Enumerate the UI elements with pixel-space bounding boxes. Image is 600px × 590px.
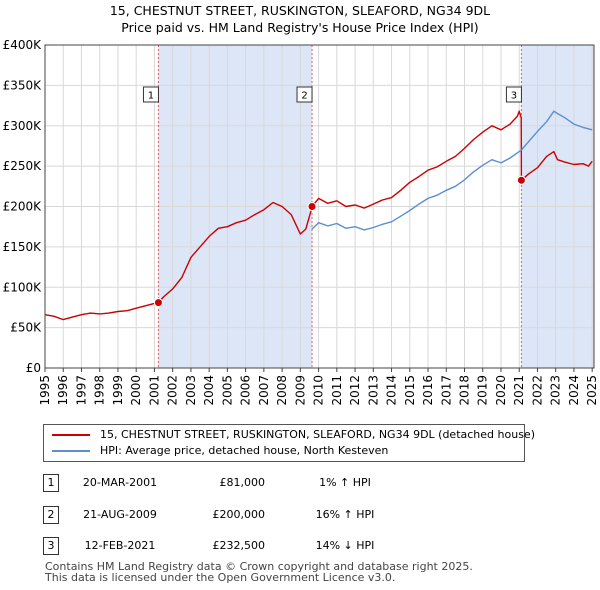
legend: 15, CHESTNUT STREET, RUSKINGTON, SLEAFOR… (43, 424, 535, 462)
plot-frame (44, 44, 595, 369)
sale-label-number: 1 (148, 91, 154, 102)
sale-row: 3 12-FEB-2021 £232,500 14% ↓ HPI (0, 537, 600, 557)
x-tick-label: 2006 (239, 375, 253, 406)
sale-date: 20-MAR-2001 (82, 476, 158, 489)
y-tick-label: £250K (3, 159, 43, 173)
sale-point (516, 175, 526, 185)
x-tick-label: 2012 (348, 375, 362, 406)
legend-item-hpi: HPI: Average price, detached house, Nort… (44, 443, 524, 459)
x-tick-label: 2013 (366, 375, 380, 406)
sale-number-badge: 3 (43, 537, 59, 555)
sale-date: 21-AUG-2009 (83, 508, 157, 521)
sale-price: £232,500 (212, 539, 266, 552)
chart-title: 15, CHESTNUT STREET, RUSKINGTON, SLEAFOR… (109, 3, 491, 18)
x-tick-label: 2021 (512, 375, 526, 406)
x-tick-label: 1997 (74, 375, 88, 406)
x-tick-label: 2003 (184, 375, 198, 406)
x-tick-label: 2019 (476, 375, 490, 406)
x-tick-label: 2020 (494, 375, 508, 406)
x-tick-label: 2023 (549, 375, 563, 406)
x-tick-label: 2009 (293, 375, 307, 406)
footer: Contains HM Land Registry data © Crown c… (45, 561, 473, 583)
footer-licence: This data is licensed under the Open Gov… (45, 571, 396, 584)
sale-date: 12-FEB-2021 (84, 539, 156, 552)
x-tick-label: 2002 (166, 375, 180, 406)
y-tick-label: £50K (10, 321, 42, 335)
x-tick-label: 2018 (458, 375, 472, 406)
chart-title-block: 15, CHESTNUT STREET, RUSKINGTON, SLEAFOR… (0, 2, 600, 36)
x-tick-label: 2010 (312, 375, 326, 406)
legend-swatch-property (52, 434, 90, 436)
legend-swatch-hpi (52, 450, 90, 452)
legend-label-hpi: HPI: Average price, detached house, Nort… (100, 444, 389, 457)
sale-point (153, 298, 163, 308)
sale-hpi-diff: 16% ↑ HPI (315, 508, 375, 521)
x-tick-label: 2008 (275, 375, 289, 406)
y-tick-label: £150K (3, 240, 43, 254)
x-tick-label: 1998 (93, 375, 107, 406)
x-tick-label: 2024 (567, 375, 581, 406)
y-tick-label: £350K (3, 78, 43, 92)
hpi-line (311, 110, 593, 231)
sale-point (307, 202, 317, 211)
y-tick-label: £0 (26, 361, 41, 375)
x-tick-label: 2025 (585, 375, 599, 406)
x-tick-label: 2014 (385, 375, 399, 406)
x-tick-label: 2007 (257, 375, 271, 406)
y-tick-label: £300K (3, 119, 43, 133)
x-tick-label: 2004 (202, 375, 216, 406)
sale-row: 1 20-MAR-2001 £81,000 1% ↑ HPI (0, 474, 600, 494)
sale-label-box (505, 86, 522, 103)
x-tick-label: 1996 (56, 375, 70, 406)
sale-hpi-diff: 1% ↑ HPI (319, 476, 371, 489)
footer-copyright: Contains HM Land Registry data © Crown c… (45, 560, 473, 573)
x-tick-label: 2017 (439, 375, 453, 406)
x-tick-label: 2016 (421, 375, 435, 406)
x-tick-label: 2000 (129, 375, 143, 406)
sale-label-box (142, 86, 159, 103)
sale-number-badge: 1 (43, 474, 59, 492)
sale-price: £81,000 (219, 476, 266, 489)
x-tick-label: 1999 (111, 375, 125, 406)
x-tick-label: 2011 (330, 375, 344, 406)
property-price-line (44, 110, 593, 321)
x-tick-label: 2005 (220, 375, 234, 406)
x-tick-label: 2015 (403, 375, 417, 406)
sale-price: £200,000 (212, 508, 266, 521)
x-tick-label: 2022 (530, 375, 544, 406)
sale-label-number: 3 (511, 91, 517, 102)
x-tick-label: 1995 (38, 375, 52, 406)
sale-row: 2 21-AUG-2009 £200,000 16% ↑ HPI (0, 506, 600, 526)
legend-item-property: 15, CHESTNUT STREET, RUSKINGTON, SLEAFOR… (44, 427, 535, 443)
sale-label-box (296, 86, 313, 103)
price-chart: 1 2 3 £0 £50K £100K £150K £200K £250K £300K £350K… (3, 38, 600, 406)
y-tick-label: £200K (3, 200, 43, 214)
y-tick-label: £100K (3, 280, 43, 294)
sale-number-badge: 2 (43, 506, 59, 524)
sale-label-number: 2 (301, 91, 307, 102)
y-tick-label: £400K (3, 38, 43, 52)
sale-hpi-diff: 14% ↓ HPI (315, 539, 375, 552)
legend-label-property: 15, CHESTNUT STREET, RUSKINGTON, SLEAFOR… (100, 428, 535, 441)
x-tick-label: 2001 (147, 375, 161, 406)
chart-subtitle: Price paid vs. HM Land Registry's House … (121, 20, 479, 35)
